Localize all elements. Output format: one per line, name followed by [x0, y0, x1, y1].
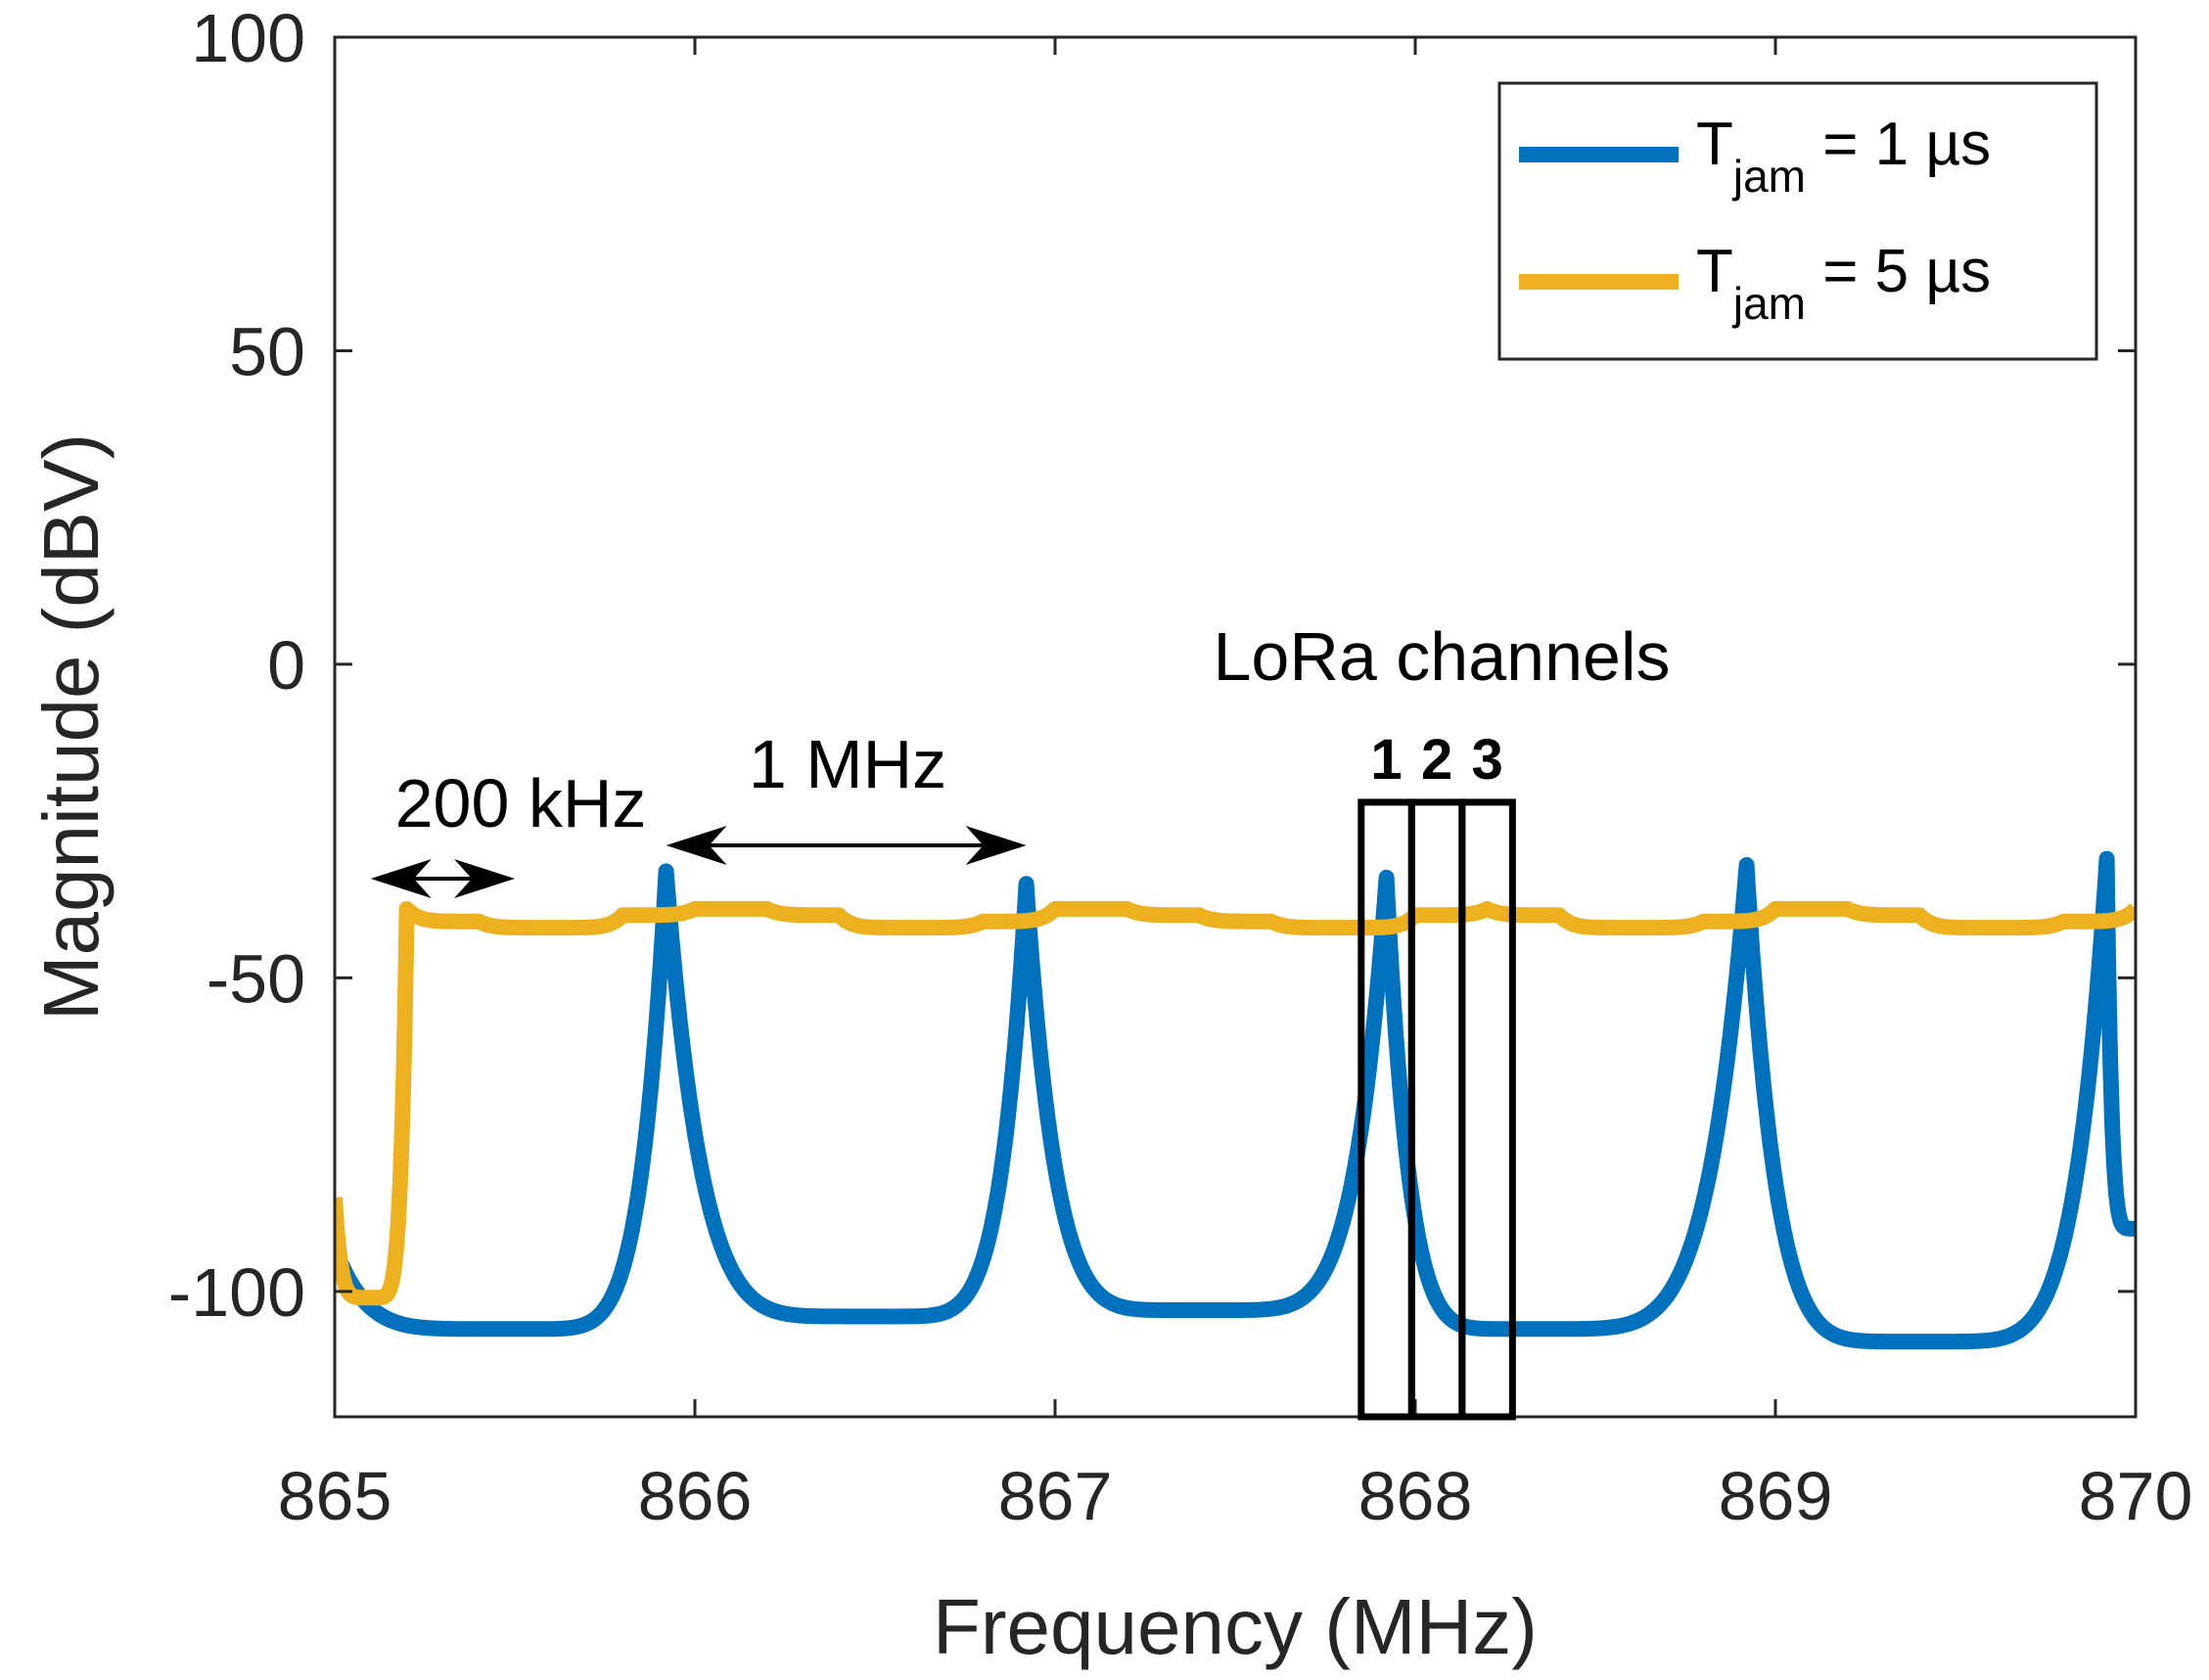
span-200khz-label: 200 kHz [395, 765, 647, 841]
y-tick-label: 100 [191, 0, 305, 76]
y-tick-label: 0 [267, 627, 305, 704]
x-tick-label: 869 [1719, 1458, 1833, 1534]
series-layer [335, 850, 2136, 1350]
series-line-tjam-5us [335, 900, 2136, 1306]
legend-box [1497, 81, 2098, 361]
span-1mhz-arrow [666, 826, 1027, 865]
axes-box [333, 35, 2138, 1419]
x-tick-label: 867 [998, 1458, 1113, 1534]
x-axis-title: Frequency (MHz) [933, 1583, 1538, 1670]
x-tick-label: 868 [1358, 1458, 1473, 1534]
span-200khz-arrow [370, 859, 515, 898]
y-tick-label: -50 [207, 940, 305, 1017]
x-tick-label: 870 [2079, 1458, 2193, 1534]
y-axis-title: Magnitude (dBV) [27, 433, 115, 1021]
legend-label: Tjam = 5 µs [1696, 238, 1991, 329]
legend-label: Tjam = 1 µs [1696, 111, 1991, 202]
lora-channel-label-2: 2 [1421, 728, 1452, 792]
lora-channel-box-3 [1458, 798, 1516, 1421]
x-tick-label: 866 [638, 1458, 753, 1534]
lora-channel-label-3: 3 [1471, 728, 1502, 792]
span-1mhz-label: 1 MHz [749, 726, 946, 802]
series-line-tjam-1us [335, 850, 2136, 1350]
y-tick-label: -100 [168, 1254, 305, 1331]
lora-channel-label-1: 1 [1370, 728, 1402, 792]
x-tick-label: 865 [278, 1458, 392, 1534]
legend: Tjam = 1 µs Tjam = 5 µs [1497, 81, 2098, 361]
tick-layer: 865 866 867 868 869 870 100 50 0 -50 -100 [168, 0, 2193, 1534]
y-tick-label: 50 [229, 313, 305, 389]
lora-channels-title: LoRa channels [1214, 618, 1671, 695]
